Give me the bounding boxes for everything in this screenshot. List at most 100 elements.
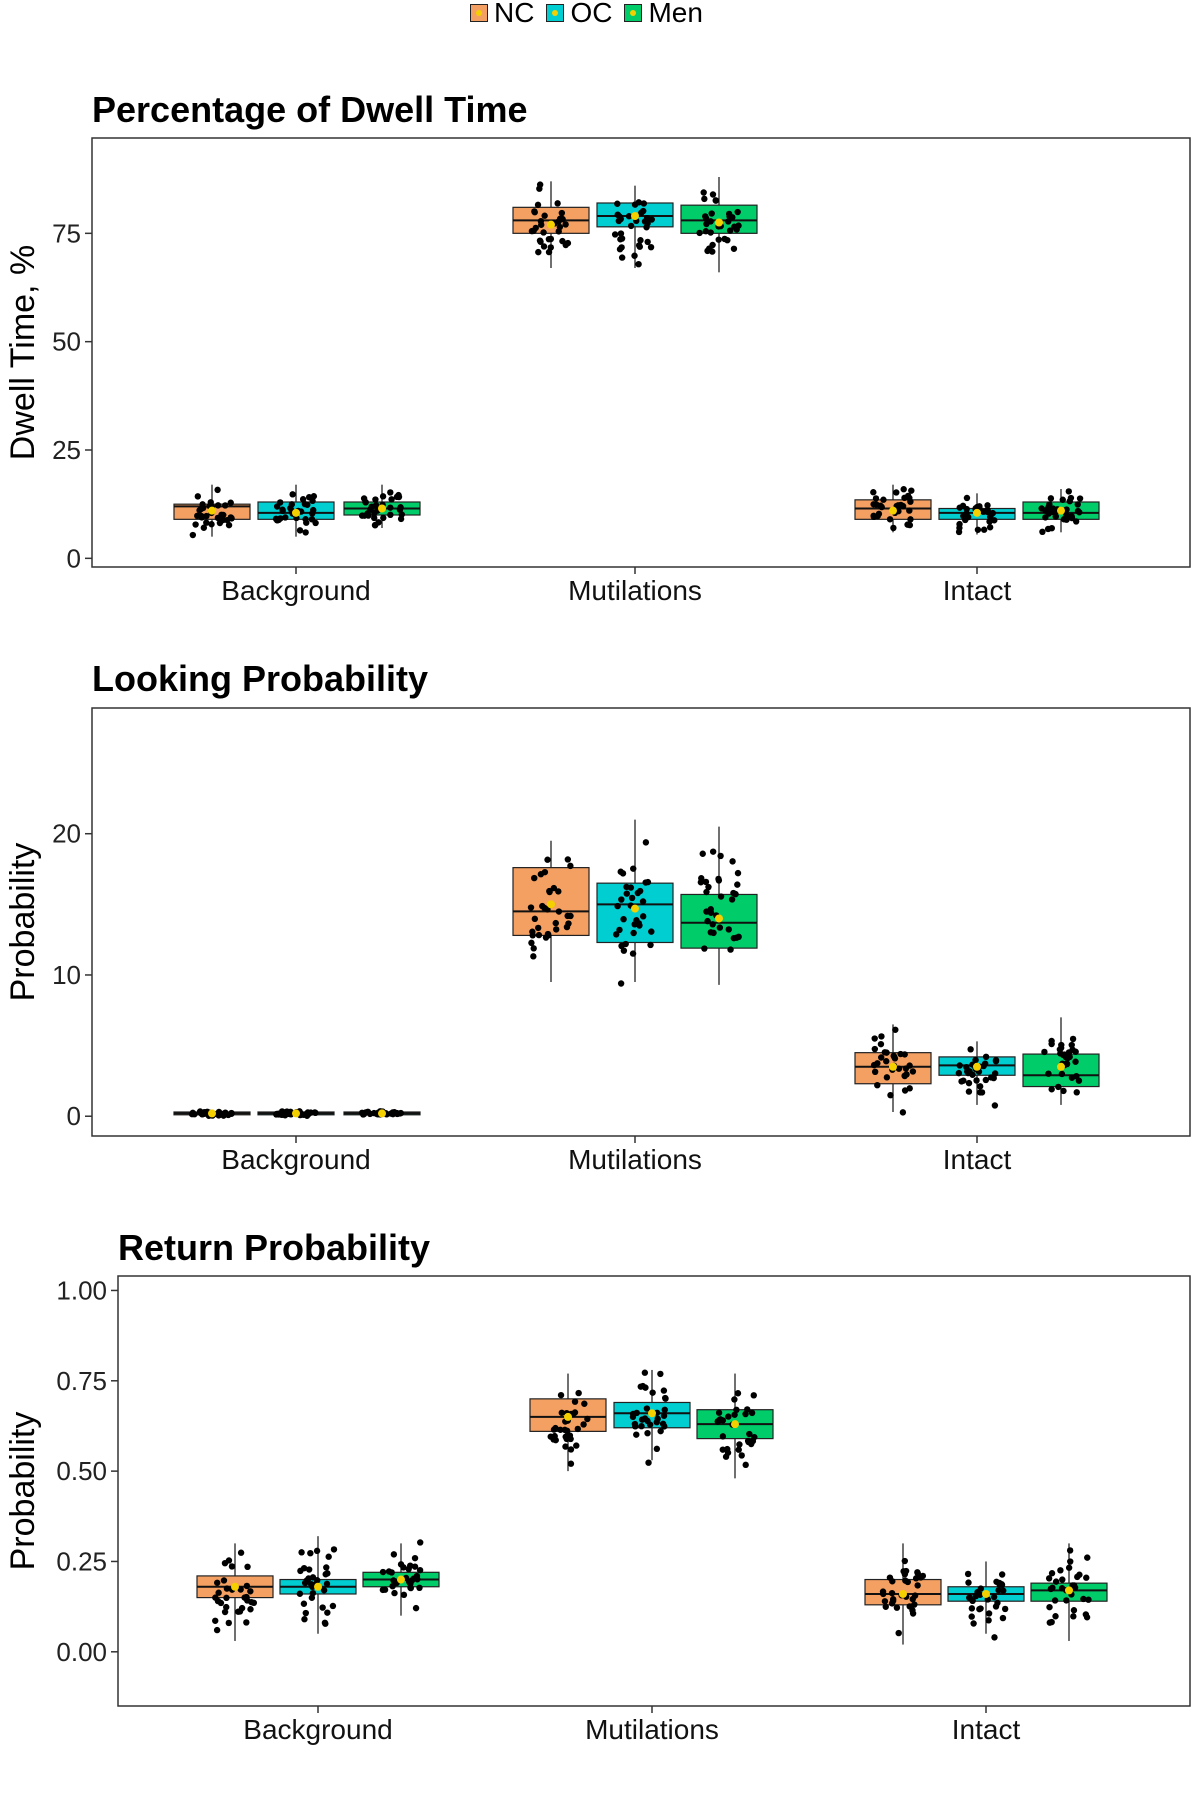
data-point xyxy=(899,1109,907,1116)
data-point xyxy=(1073,1072,1080,1080)
mean-point xyxy=(397,1575,405,1584)
data-point xyxy=(629,1410,637,1418)
data-point xyxy=(1059,496,1066,503)
data-point xyxy=(561,1426,569,1434)
mean-point xyxy=(378,504,386,513)
data-point xyxy=(307,1109,314,1116)
data-point xyxy=(955,1069,963,1077)
data-point xyxy=(1063,516,1070,523)
data-point xyxy=(322,1620,329,1627)
data-point xyxy=(220,1577,228,1584)
data-point xyxy=(372,502,380,509)
data-point xyxy=(613,931,620,938)
data-point xyxy=(527,904,535,911)
y-tick-label: 50 xyxy=(52,327,81,357)
data-point xyxy=(872,495,880,502)
legend-key-nc xyxy=(470,4,488,22)
data-point xyxy=(660,1387,668,1394)
data-point xyxy=(637,237,644,244)
data-point xyxy=(531,874,538,882)
data-point xyxy=(1072,518,1080,525)
data-point xyxy=(208,521,215,528)
data-point xyxy=(1048,1086,1055,1093)
data-point xyxy=(614,211,621,218)
box-men-intact xyxy=(1022,1017,1100,1105)
data-point xyxy=(310,493,318,500)
data-point xyxy=(901,1570,909,1578)
box-oc-mutilations xyxy=(596,185,674,268)
data-point xyxy=(1051,1597,1059,1604)
data-point xyxy=(616,246,624,253)
y-tick-label: 10 xyxy=(52,960,81,990)
data-point xyxy=(911,1592,919,1599)
data-point xyxy=(387,489,394,496)
data-point xyxy=(870,1061,878,1069)
data-point xyxy=(725,926,732,933)
data-point xyxy=(557,1426,564,1433)
data-point xyxy=(309,1574,317,1581)
data-point xyxy=(641,1415,649,1422)
mean-point xyxy=(547,220,555,229)
data-point xyxy=(550,1426,558,1433)
box-nc-background xyxy=(173,484,251,539)
data-point xyxy=(416,1566,424,1574)
data-point xyxy=(702,215,710,222)
data-point xyxy=(199,501,206,508)
mean-point xyxy=(973,1062,981,1071)
data-point xyxy=(1047,495,1055,502)
data-point xyxy=(223,1594,230,1602)
data-point xyxy=(895,1065,903,1072)
data-point xyxy=(974,503,981,511)
data-point xyxy=(728,896,736,903)
data-point xyxy=(733,1406,740,1414)
data-point xyxy=(696,229,703,237)
data-point xyxy=(379,493,387,500)
mean-point xyxy=(292,508,300,517)
chart-panel-2: Looking Probability Probability 0 10 20 Backg… xyxy=(4,658,1191,1175)
y-axis-label: Probability xyxy=(4,843,42,1002)
data-point xyxy=(288,501,296,508)
data-point xyxy=(324,1609,331,1616)
data-point xyxy=(212,1617,219,1624)
data-point xyxy=(244,1563,251,1571)
data-point xyxy=(243,1582,251,1590)
data-point xyxy=(308,1594,316,1601)
data-point xyxy=(617,868,624,875)
data-point xyxy=(203,519,210,526)
data-point xyxy=(555,888,562,895)
box-oc-mutilations xyxy=(613,1369,691,1466)
data-point xyxy=(537,217,545,225)
mean-point xyxy=(208,506,216,515)
mean-point xyxy=(973,508,981,517)
data-point xyxy=(871,1068,879,1076)
data-point xyxy=(877,1040,885,1048)
data-point xyxy=(958,1078,965,1085)
data-point xyxy=(901,1072,908,1080)
data-point xyxy=(662,1395,669,1402)
data-point xyxy=(546,888,553,896)
data-point xyxy=(1058,1585,1066,1592)
data-point xyxy=(200,524,208,531)
data-point xyxy=(715,877,723,884)
data-point xyxy=(630,929,637,937)
data-point xyxy=(207,499,214,506)
data-point xyxy=(359,1111,367,1118)
data-point xyxy=(535,248,542,256)
data-point xyxy=(1045,1575,1053,1582)
data-point xyxy=(991,1070,999,1077)
data-point xyxy=(387,504,394,511)
data-point xyxy=(1044,525,1052,533)
data-point xyxy=(545,235,553,243)
y-tick-label: 0.00 xyxy=(56,1637,107,1667)
y-tick-label: 0 xyxy=(67,543,81,573)
data-point xyxy=(638,1422,645,1430)
data-point xyxy=(322,1571,329,1578)
data-point xyxy=(965,1069,972,1077)
mean-point xyxy=(314,1582,322,1591)
data-point xyxy=(212,1594,219,1601)
box-nc-intact xyxy=(864,1543,942,1645)
data-point xyxy=(746,1430,753,1438)
data-point xyxy=(537,238,544,245)
data-point xyxy=(1068,1041,1075,1049)
data-point xyxy=(1048,1037,1055,1045)
